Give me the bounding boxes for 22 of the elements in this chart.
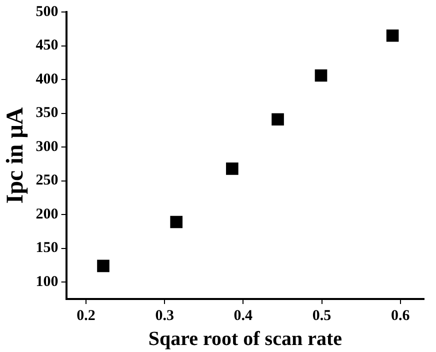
point	[170, 216, 183, 228]
y-tick-label: 250	[36, 172, 58, 189]
y-tick-label: 100	[36, 274, 58, 290]
point	[272, 113, 284, 126]
x-tick-label: 0.6	[391, 308, 410, 324]
y-tick-label: 400	[36, 71, 58, 88]
point	[97, 260, 110, 272]
x-axis-title: Sqare root of scan rate	[148, 328, 342, 350]
y-tick-label: 350	[36, 105, 58, 122]
y-tick-label: 450	[36, 38, 58, 54]
y-tick-label: 500	[36, 4, 58, 20]
x-tick-label: 0.2	[76, 308, 96, 324]
x-tick-label: 0.3	[155, 308, 174, 324]
y-tick-label: 150	[36, 240, 58, 256]
point	[386, 29, 399, 42]
x-tick-label: 0.5	[312, 308, 332, 324]
x-tick-label: 0.4	[234, 308, 254, 324]
y-axis-title: Ipc in μA	[2, 106, 29, 204]
y-tick-label: 300	[36, 138, 58, 155]
point	[314, 69, 328, 82]
y-tick-label: 200	[36, 206, 58, 222]
point	[226, 162, 238, 175]
